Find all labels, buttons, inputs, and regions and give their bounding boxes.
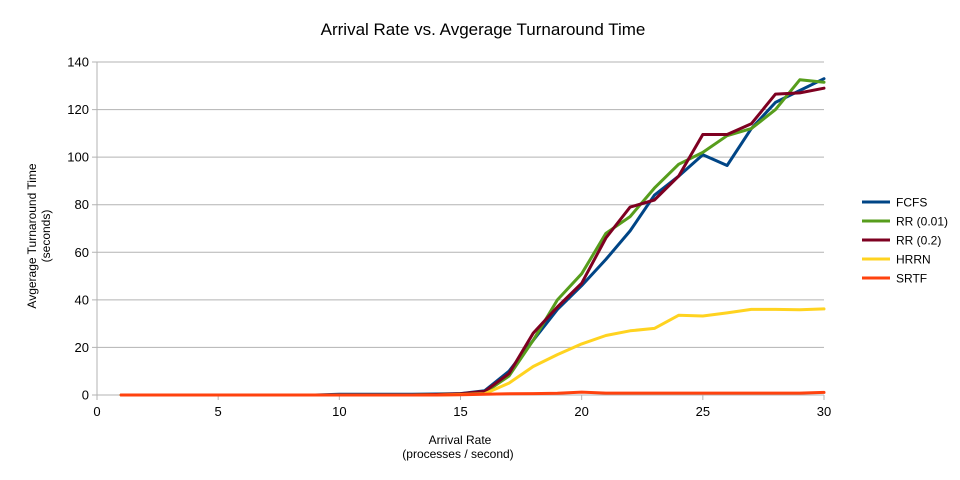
series-line-rr-0-2 <box>119 86 826 397</box>
y-tick-label: 80 <box>75 197 89 212</box>
x-tick-label: 20 <box>574 404 588 419</box>
x-tick-label: 30 <box>817 404 831 419</box>
legend: FCFS RR (0.01) RR (0.2) HRRN SRTF <box>862 196 948 286</box>
chart-title: Arrival Rate vs. Avgerage Turnaround Tim… <box>321 20 646 39</box>
gridlines <box>92 61 825 400</box>
x-axis-label-line1: Arrival Rate <box>429 433 492 447</box>
x-axis-label-line2: (processes / second) <box>402 447 513 461</box>
series-line-srtf <box>119 390 826 397</box>
y-tick-label: 20 <box>75 340 89 355</box>
y-tick-label: 120 <box>67 102 89 117</box>
y-tick-label: 0 <box>82 388 89 403</box>
legend-label: RR (0.2) <box>896 234 941 248</box>
y-axis-label-line1: Avgerage Turnaround Time <box>25 163 39 309</box>
y-axis-label-line2: (seconds) <box>39 210 53 263</box>
y-tick-label: 60 <box>75 245 89 260</box>
x-tick-label: 25 <box>696 404 710 419</box>
x-tick-label: 10 <box>332 404 346 419</box>
series-line-hrrn <box>119 307 826 397</box>
legend-label: HRRN <box>896 253 931 267</box>
x-tick-label: 15 <box>453 404 467 419</box>
y-tick-label: 140 <box>67 55 89 70</box>
y-axis-ticks: 0 20 40 60 80 100 120 140 <box>67 55 89 403</box>
x-tick-label: 0 <box>93 404 100 419</box>
y-tick-label: 40 <box>75 292 89 307</box>
y-tick-label: 100 <box>67 150 89 165</box>
legend-label: FCFS <box>896 196 927 210</box>
x-tick-label: 5 <box>215 404 222 419</box>
legend-label: RR (0.01) <box>896 215 948 229</box>
series-lines <box>119 77 826 397</box>
legend-label: SRTF <box>896 272 927 286</box>
x-axis-ticks: 0 5 10 15 20 25 30 <box>93 404 831 419</box>
